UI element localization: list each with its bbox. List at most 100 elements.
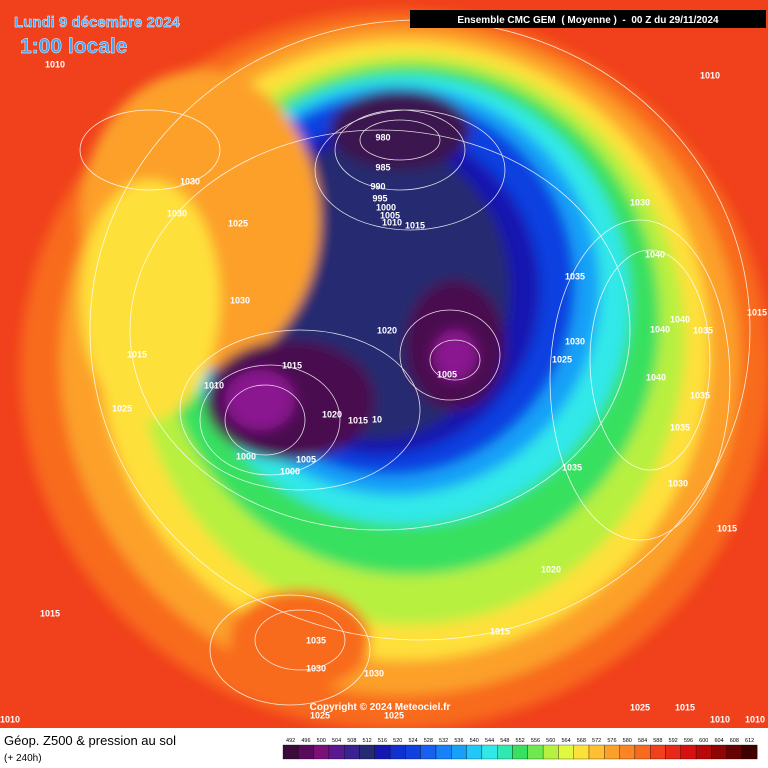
height-band [80,180,220,420]
isobar-label: 1005 [437,369,457,379]
scale-label: 492 [286,738,295,744]
isobar-label: 1020 [322,409,342,419]
isobar-label: 1015 [675,702,695,712]
isobar-label: 1015 [405,220,425,230]
isobar-label: 1035 [565,271,585,281]
scale-swatch [558,744,574,760]
isobar-label: 1025 [552,354,572,364]
isobar-label: 1000 [236,451,256,461]
isobar [79,109,221,191]
scale-label: 548 [500,738,509,744]
isobar-label: 1030 [364,668,384,678]
isobar-label: 1030 [306,663,326,673]
isobar-label: 1010 [204,380,224,390]
scale-label: 560 [546,738,555,744]
scale-swatch [619,744,636,760]
isobar-label: 1040 [646,372,666,382]
scale-label: 584 [638,738,647,744]
scale-swatch [466,744,483,760]
isobar-label: 1015 [282,360,302,370]
scale-label: 600 [699,738,708,744]
scale-label: 532 [439,738,448,744]
scale-label: 500 [317,738,326,744]
scale-label: 524 [408,738,417,744]
scale-swatch [420,744,437,760]
scale-swatch [389,744,406,760]
scale-label: 496 [301,738,310,744]
scale-label: 512 [363,738,372,744]
scale-swatch [542,744,559,760]
isobar-label: 1010 [45,59,65,69]
model-box [410,10,766,28]
scale-swatch [359,744,375,760]
scale-swatch [435,744,452,760]
isobar-label: 1025 [630,702,650,712]
model: Ensemble CMC GEM ( Moyenne ) - 00 Z du 2… [457,15,719,26]
height-band [230,590,370,690]
height-band [225,370,295,430]
scale-swatch [374,744,391,760]
isobar [254,609,346,671]
scale-label: 520 [393,738,402,744]
scale-swatch [497,744,513,760]
isobar-label: 1005 [380,210,400,220]
scale-label: 588 [653,738,662,744]
scale-swatch [634,744,651,760]
isobar-label: 1010 [700,70,720,80]
scale-label: 552 [516,738,525,744]
isobar-label: 1010 [745,714,765,724]
isobar-label: 1010 [710,714,730,724]
isobar-label: 1025 [384,710,404,720]
scale-label: 608 [730,738,739,744]
scale-swatch [695,744,712,760]
isobar-label: 1030 [668,478,688,488]
geopotential-field [20,10,768,730]
scale-swatch [588,744,605,760]
isobar [129,129,631,531]
color-scale: 492 496 500 504 508 512 516 520 524 528 532 536 540 5… [282,738,758,760]
isobar-label: 1040 [650,324,670,334]
scale-swatch [344,744,360,760]
scale-swatch [512,744,528,760]
scale-swatch [665,744,681,760]
isobar-label: 1015 [717,523,737,533]
isobar-label: 1030 [230,295,250,305]
scale-label: 528 [424,738,433,744]
isobar-label: 1020 [541,564,561,574]
isobar-label: 1000 [280,466,300,476]
scale-swatch [313,744,330,760]
isobar-label: 1015 [490,626,510,636]
scale-label: 592 [669,738,678,744]
scale-label: 604 [714,738,723,744]
scale-swatch [726,744,743,760]
isobar-label: 1030 [565,336,585,346]
scale-swatch [680,744,697,760]
isobar [314,109,506,231]
scale-label: 508 [347,738,356,744]
height-band [433,330,477,380]
isobar-label: 1000 [376,202,396,212]
isobar-label: 1010 [0,714,20,724]
isobar [179,329,421,491]
isobar-label: 1035 [670,422,690,432]
isobar-label: 1030 [180,176,200,186]
scale-label: 544 [485,738,494,744]
isobar [199,364,341,476]
isobar-label: 980 [375,132,390,142]
isobar [429,339,481,381]
isobar-labels: 1010103010301025980985990995100010051010… [0,59,767,724]
isobar-label: 1025 [310,710,330,720]
isobar-label: 1015 [348,415,368,425]
scale-label: 516 [378,738,387,744]
scale-label: 568 [577,738,586,744]
isobar [224,384,306,456]
scale-label: 504 [332,738,341,744]
isobar [399,309,501,401]
scale-swatch [451,744,467,760]
scale-label: 572 [592,738,601,744]
scale-swatch [481,744,498,760]
isobar-label: 1040 [645,249,665,259]
isobar-label: 1020 [377,325,397,335]
scale-swatch [650,744,666,760]
